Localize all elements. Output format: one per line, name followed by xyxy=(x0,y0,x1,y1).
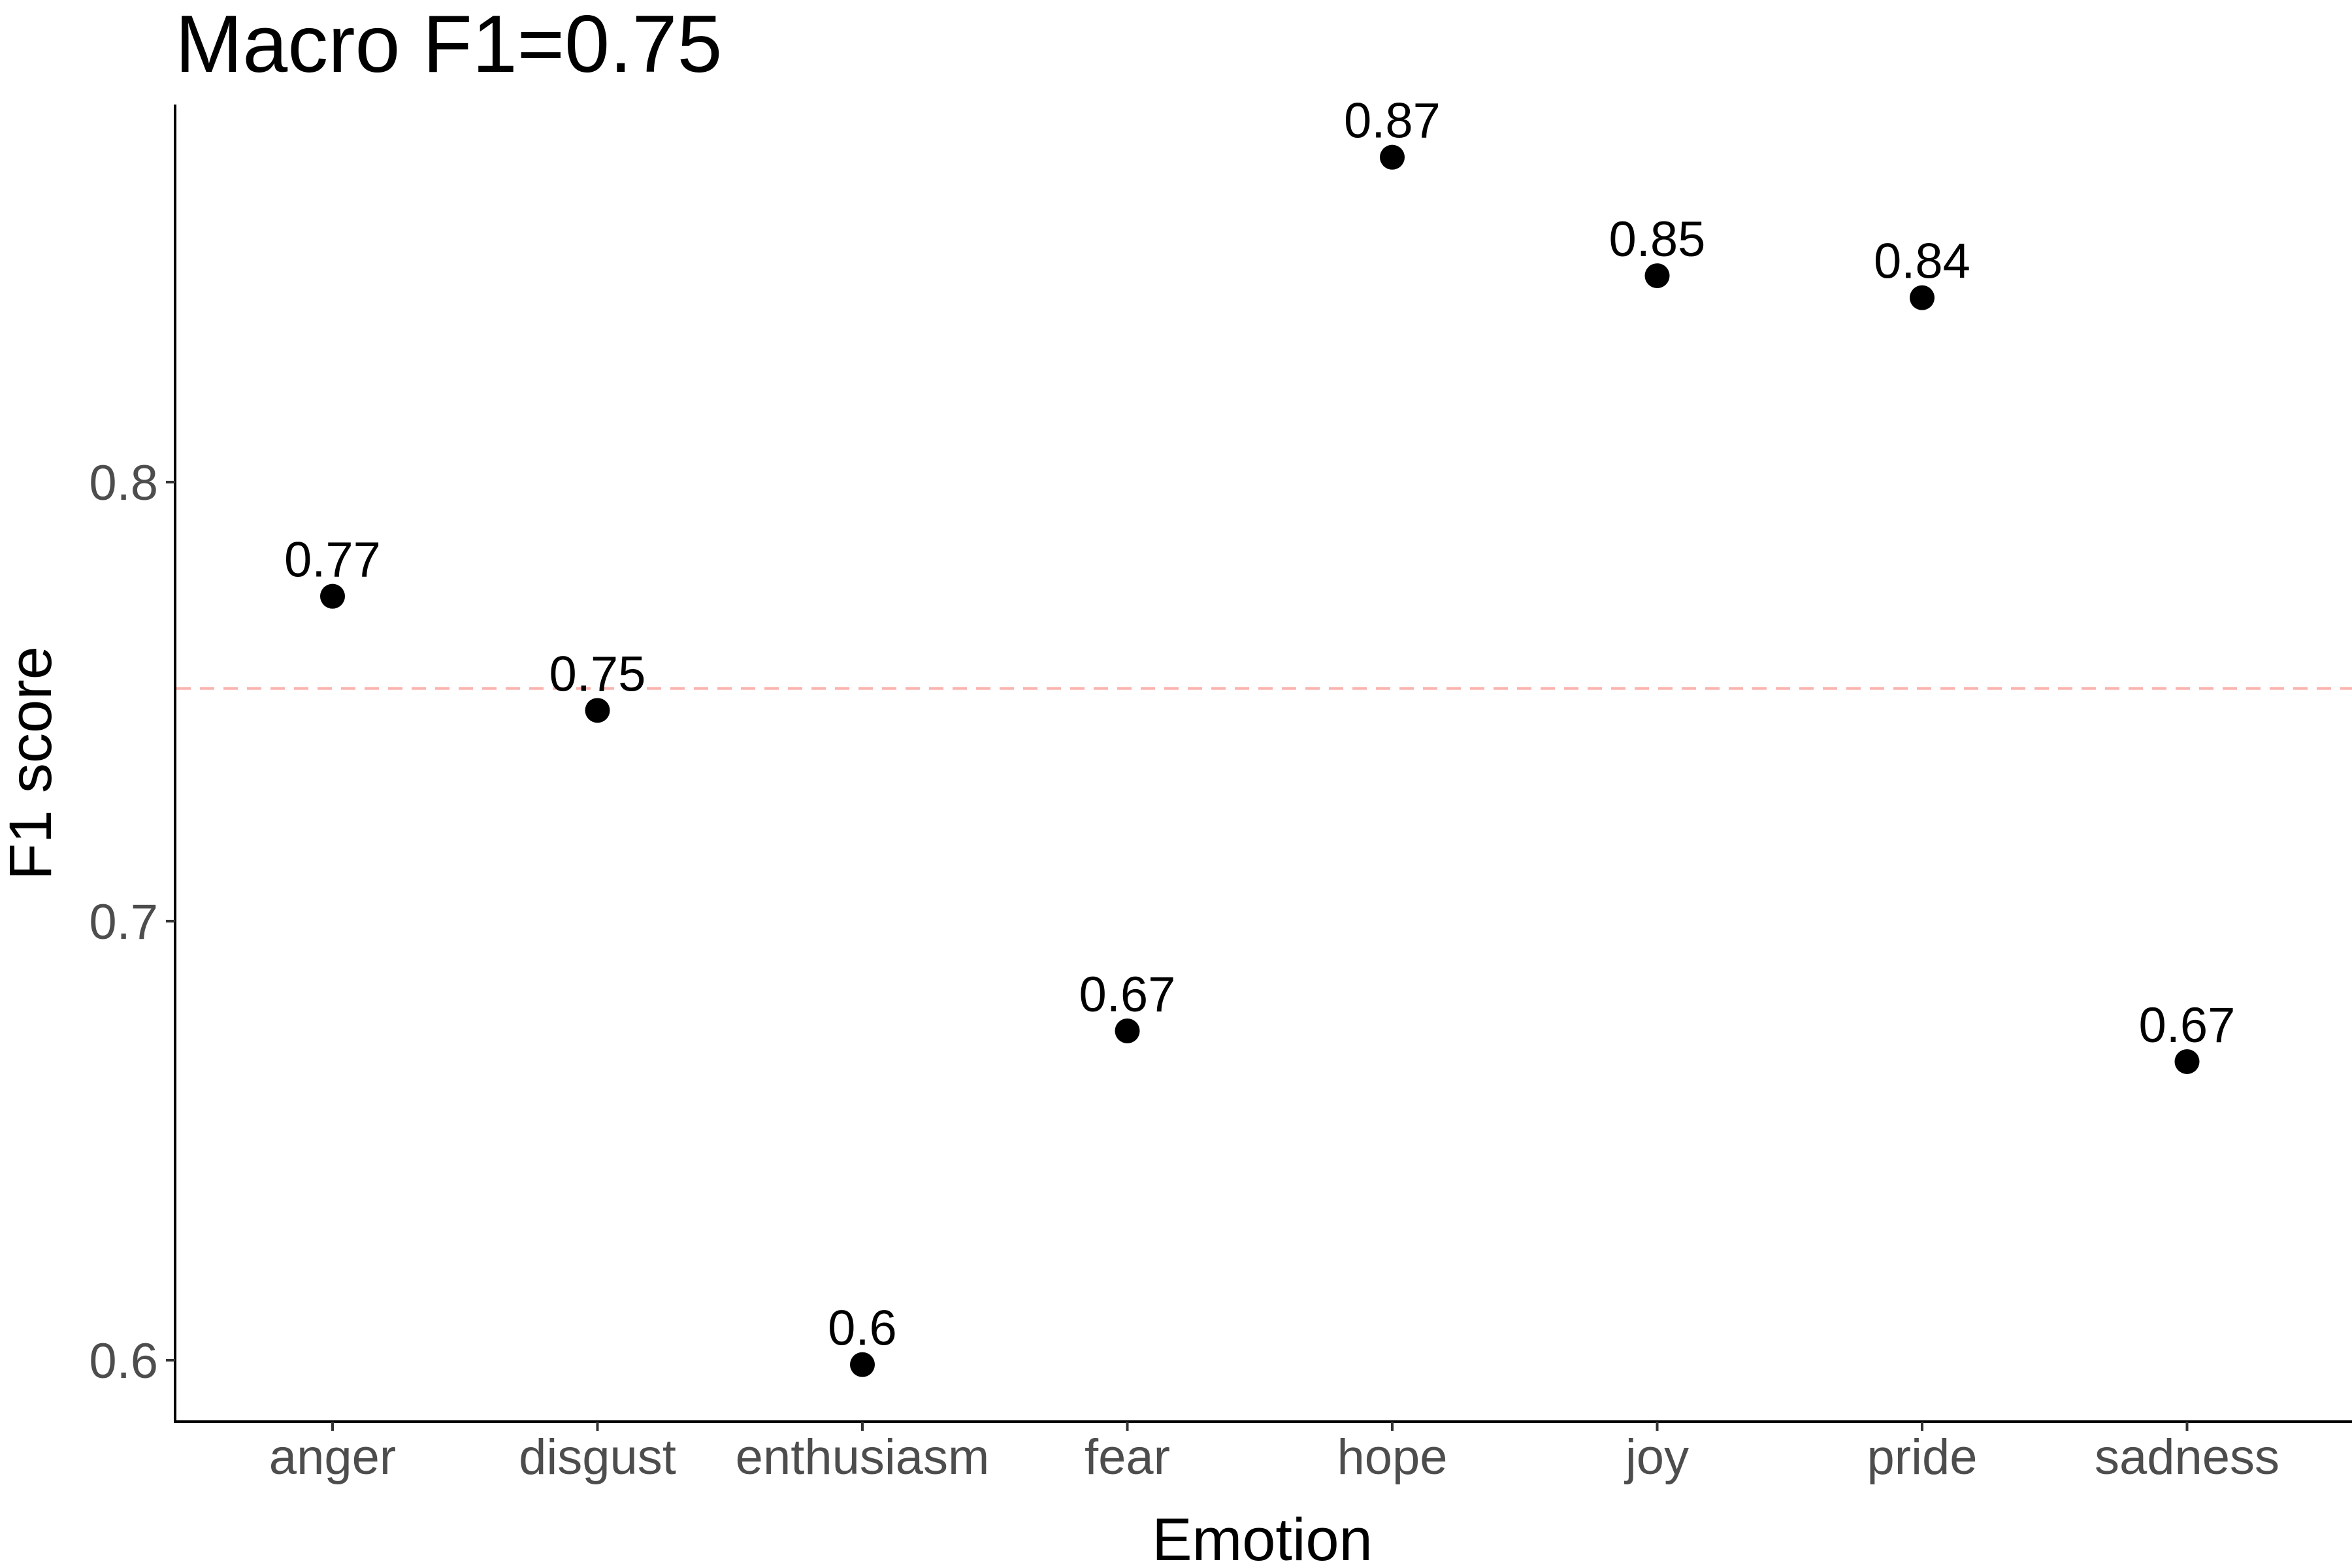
data-point-anger xyxy=(320,583,345,609)
chart-title: Macro F1=0.75 xyxy=(175,0,722,90)
x-tick-label-fear: fear xyxy=(1085,1429,1170,1485)
x-tick-label-sadness: sadness xyxy=(2095,1429,2279,1485)
data-label-anger: 0.77 xyxy=(284,532,381,588)
x-tick-label-joy: joy xyxy=(1624,1429,1689,1485)
data-label-disgust: 0.75 xyxy=(549,646,646,702)
data-point-hope xyxy=(1380,144,1405,170)
data-point-sadness xyxy=(2174,1049,2200,1074)
x-axis-title: Emotion xyxy=(1152,1507,1373,1568)
data-label-hope: 0.87 xyxy=(1344,93,1441,149)
x-tick-label-enthusiasm: enthusiasm xyxy=(736,1429,990,1485)
y-axis-ticks: 0.6 0.7 0.8 xyxy=(89,455,175,1389)
y-axis-title: F1 score xyxy=(0,646,64,880)
data-label-sadness: 0.67 xyxy=(2139,998,2236,1053)
data-label-pride: 0.84 xyxy=(1874,234,1970,289)
data-labels: 0.77 0.75 0.6 0.67 0.87 0.85 0.84 0.67 xyxy=(284,93,2235,1356)
x-tick-label-pride: pride xyxy=(1867,1429,1978,1485)
x-tick-label-hope: hope xyxy=(1337,1429,1447,1485)
data-point-joy xyxy=(1644,263,1670,289)
data-point-disgust xyxy=(585,698,610,723)
data-point-enthusiasm xyxy=(850,1352,875,1377)
x-tick-label-disgust: disgust xyxy=(519,1429,676,1485)
data-point-pride xyxy=(1910,285,1935,310)
data-label-fear: 0.67 xyxy=(1079,967,1176,1022)
data-point-fear xyxy=(1115,1018,1140,1043)
data-label-enthusiasm: 0.6 xyxy=(828,1301,897,1356)
y-tick-label: 0.8 xyxy=(89,455,158,511)
x-axis-ticks: anger disgust enthusiasm fear hope joy pride sa… xyxy=(269,1422,2279,1485)
x-tick-label-anger: anger xyxy=(269,1429,396,1485)
data-label-joy: 0.85 xyxy=(1609,212,1706,267)
data-points xyxy=(320,144,2200,1377)
y-tick-label: 0.7 xyxy=(89,894,158,950)
y-tick-label: 0.6 xyxy=(89,1333,158,1389)
